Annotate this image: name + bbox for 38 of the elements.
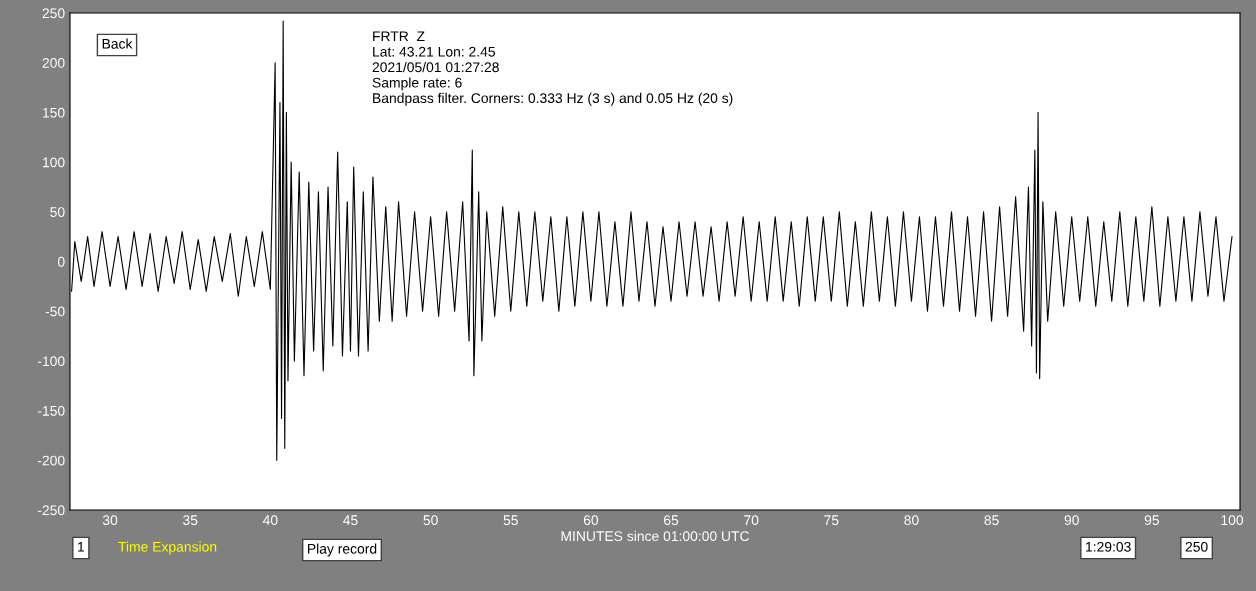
annotation: 2021/05/01 01:27:28 bbox=[372, 61, 499, 73]
x-tick-label: 40 bbox=[262, 515, 278, 526]
y-tick-label: -250 bbox=[37, 505, 65, 516]
annotation: Back bbox=[102, 38, 133, 49]
y-tick-label: 0 bbox=[57, 256, 65, 267]
x-tick-label: 100 bbox=[1221, 515, 1244, 526]
text: 1:29:03 bbox=[1086, 541, 1131, 552]
y-tick-label: 150 bbox=[43, 107, 65, 118]
text: Play record bbox=[308, 543, 377, 557]
x-tick-label: 70 bbox=[744, 515, 759, 526]
y-tick-label: 200 bbox=[42, 58, 65, 68]
x-tick-label: 75 bbox=[824, 515, 839, 526]
x-tick-label: 95 bbox=[1144, 515, 1159, 526]
text: 250 bbox=[1185, 541, 1208, 552]
y-tick-label: -100 bbox=[37, 356, 65, 367]
y-tick-label: 50 bbox=[50, 207, 65, 217]
text: 1 bbox=[78, 542, 85, 552]
y-tick-label: 100 bbox=[43, 157, 65, 168]
x-tick-label: 65 bbox=[664, 515, 679, 526]
x-tick-label: 55 bbox=[503, 515, 518, 526]
x-tick-label: 35 bbox=[183, 515, 198, 526]
annotation: Bandpass filter. Corners: 0.333 Hz (3 s) and 0.05 Hz (20 s) bbox=[373, 92, 733, 106]
x-tick-label: 60 bbox=[583, 515, 599, 526]
annotation: Lat: 43.21 Lon: 2.45 bbox=[373, 46, 495, 57]
x-tick-label: 80 bbox=[904, 515, 919, 526]
x-tick-label: 85 bbox=[984, 515, 999, 526]
y-tick-label: -200 bbox=[37, 455, 65, 466]
annotation: Sample rate: 6 bbox=[372, 77, 462, 91]
annotation: FRTR Z bbox=[373, 31, 425, 42]
x-tick-label: 50 bbox=[423, 515, 438, 526]
y-tick-label: -50 bbox=[45, 306, 65, 317]
text: Time Expansion bbox=[118, 541, 217, 555]
y-tick-label: 250 bbox=[42, 8, 65, 19]
x-tick-label: 30 bbox=[102, 515, 118, 526]
y-tick-label: -150 bbox=[37, 405, 65, 416]
x-axis-title: MINUTES since 01:00:00 UTC bbox=[561, 530, 750, 542]
x-tick-label: 90 bbox=[1064, 515, 1079, 526]
x-tick-label: 45 bbox=[343, 515, 358, 526]
